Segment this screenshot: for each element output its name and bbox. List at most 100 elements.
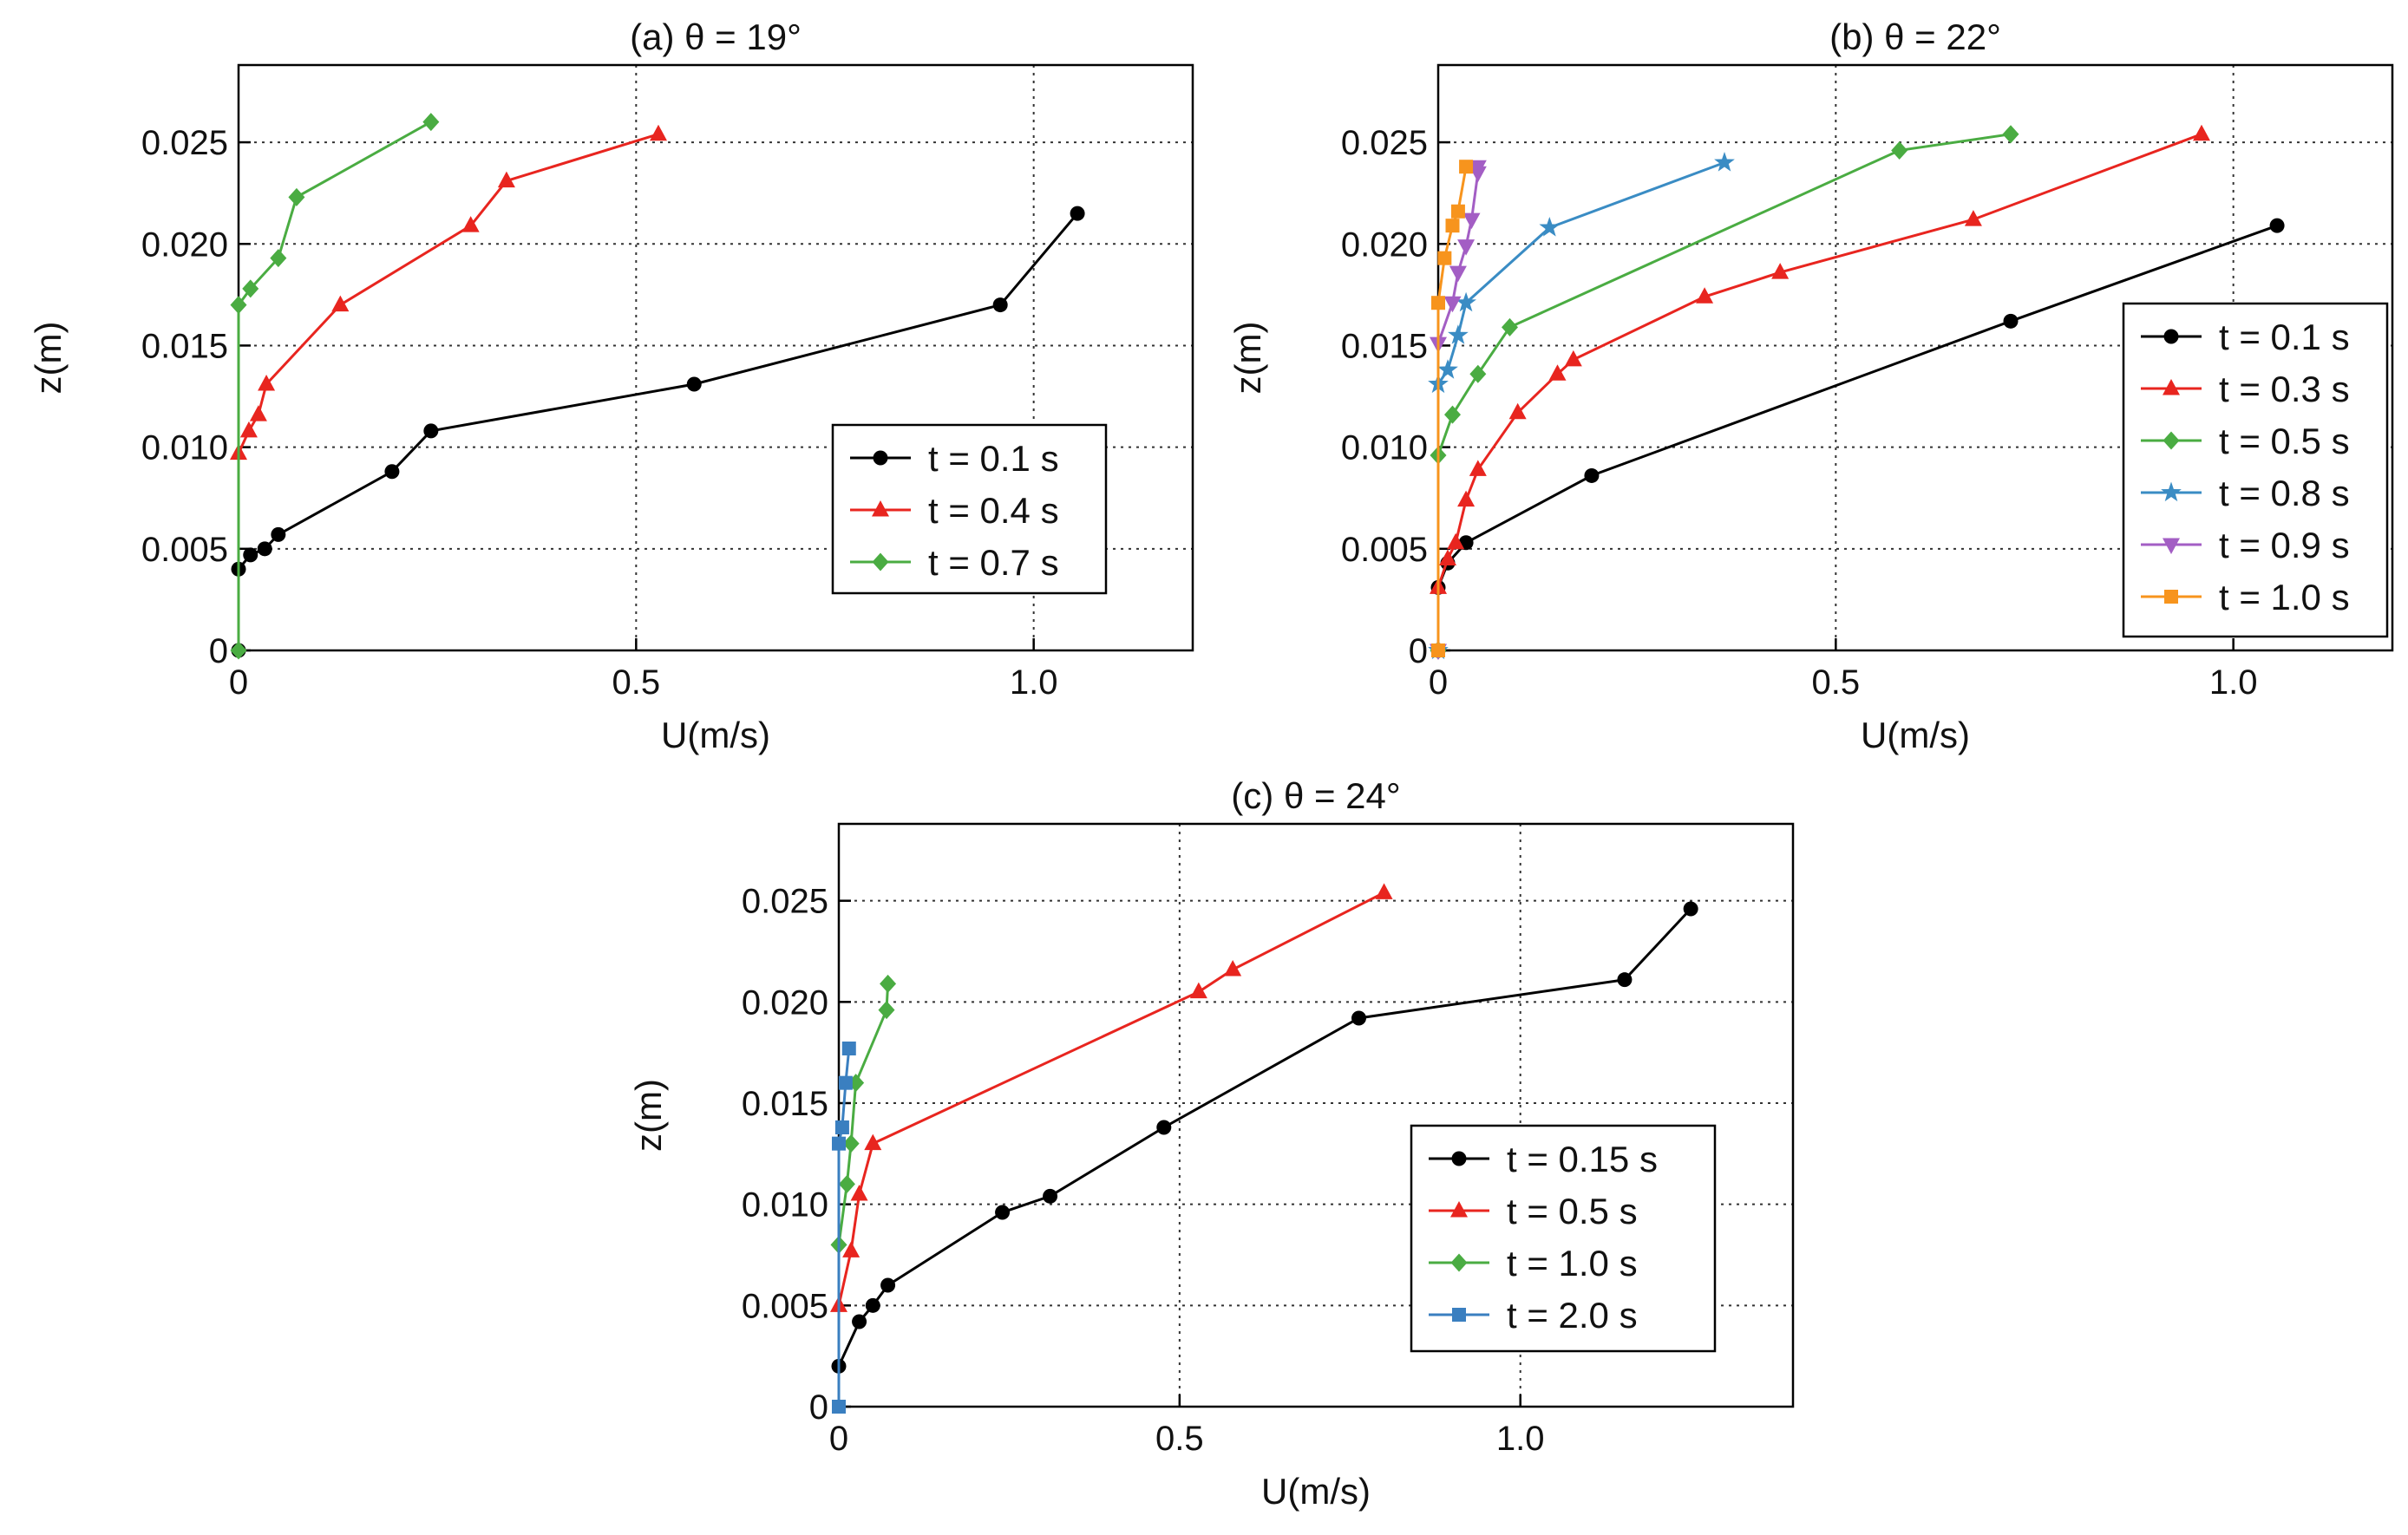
legend-entry-1: t = 0.15 s	[1429, 1139, 1658, 1179]
series-3	[830, 974, 897, 1254]
y-tick-label: 0.015	[742, 1085, 828, 1123]
data-point	[1584, 467, 1600, 483]
data-point	[1375, 883, 1393, 899]
series-1	[831, 901, 1698, 1374]
legend-label: t = 1.0 s	[2219, 577, 2350, 617]
data-point	[2002, 125, 2019, 144]
y-tick-label: 0	[1409, 632, 1428, 670]
data-point	[1696, 287, 1714, 304]
legend-label: t = 0.1 s	[2219, 317, 2350, 357]
data-point	[1539, 217, 1561, 237]
data-point	[1439, 549, 1456, 566]
legend-label: t = 0.5 s	[1507, 1191, 1638, 1231]
legend-entry-6: t = 1.0 s	[2141, 577, 2350, 617]
data-point	[497, 171, 515, 188]
data-point	[841, 1042, 856, 1055]
legend-label: t = 0.15 s	[1507, 1139, 1658, 1179]
x-tick-label: 0.5	[1155, 1420, 1204, 1458]
data-point	[1070, 206, 1085, 221]
data-point	[1043, 1188, 1058, 1204]
data-point	[2269, 218, 2285, 233]
data-point	[1469, 460, 1487, 476]
data-point	[995, 1205, 1011, 1220]
legend-entry-5: t = 0.9 s	[2141, 525, 2350, 565]
data-point	[838, 1174, 855, 1193]
y-tick-label: 0.020	[742, 983, 828, 1022]
chart-title: (c) θ = 24°	[1231, 775, 1400, 816]
series-line	[837, 907, 1692, 1367]
data-point	[1469, 364, 1487, 383]
legend-entry-2: t = 0.5 s	[1429, 1191, 1638, 1231]
series-line	[237, 133, 659, 454]
series-6	[1431, 160, 1474, 657]
data-point	[832, 1400, 846, 1414]
series-line	[1436, 133, 2202, 588]
series-line	[237, 121, 432, 650]
legend: t = 0.1 s t = 0.3 s t = 0.5 s t = 0.8 s t = …	[2122, 302, 2389, 638]
legend-entry-4: t = 2.0 s	[1429, 1295, 1638, 1336]
series-2	[1430, 124, 2210, 594]
y-tick-label: 0.010	[141, 429, 228, 467]
y-tick-label: 0.010	[742, 1186, 828, 1225]
legend-label: t = 0.1 s	[928, 438, 1059, 479]
x-tick-label: 0	[829, 1420, 848, 1458]
data-point	[1449, 265, 1467, 283]
data-point	[992, 297, 1008, 313]
data-point	[1457, 239, 1476, 256]
data-point	[258, 374, 276, 391]
data-point	[1617, 972, 1633, 988]
x-axis-label: U(m/s)	[661, 715, 770, 755]
y-tick-label: 0.020	[1341, 225, 1428, 264]
y-tick-label: 0	[209, 632, 228, 670]
data-point	[242, 279, 259, 298]
plot-frame	[837, 822, 1795, 1408]
data-point	[1447, 532, 1465, 550]
x-tick-label: 1.0	[1496, 1420, 1545, 1458]
x-tick-label: 0	[1429, 663, 1448, 702]
data-point	[838, 1075, 853, 1090]
data-point	[1502, 317, 1518, 336]
series-2	[230, 124, 667, 460]
x-tick-label: 0.5	[1812, 663, 1861, 702]
data-point	[1456, 291, 1476, 312]
data-point	[422, 113, 440, 132]
data-point	[1508, 402, 1527, 420]
data-point	[650, 124, 667, 141]
data-point	[1224, 960, 1242, 977]
data-point	[288, 187, 305, 206]
legend-entry-2: t = 0.4 s	[850, 490, 1059, 531]
x-tick-label: 1.0	[1010, 663, 1058, 702]
chart-panel-3: 0 0.5 1.0 0 0.005 0.010 0.015 0.020 0.025 (c) θ =…	[628, 775, 1795, 1512]
data-point	[230, 296, 247, 315]
data-point	[243, 547, 258, 563]
data-point	[461, 216, 480, 232]
data-point	[270, 249, 287, 268]
series-line	[1436, 161, 1725, 650]
y-tick-label: 0.015	[141, 327, 228, 365]
data-point	[832, 1136, 846, 1151]
data-point	[1457, 490, 1476, 507]
data-point	[1462, 212, 1481, 230]
legend-marker	[1451, 1151, 1467, 1166]
data-point	[1351, 1010, 1366, 1026]
series-3	[230, 113, 440, 660]
series-line	[1436, 167, 1480, 650]
y-tick-label: 0.015	[1341, 327, 1428, 365]
legend-marker	[873, 450, 888, 466]
legend-label: t = 0.3 s	[2219, 369, 2350, 409]
legend-marker	[2163, 431, 2180, 450]
data-point	[1964, 210, 1982, 226]
y-tick-label: 0.010	[1341, 429, 1428, 467]
data-point	[842, 1241, 860, 1257]
data-point	[1564, 349, 1582, 367]
legend-label: t = 0.7 s	[928, 542, 1059, 583]
legend-marker	[872, 500, 889, 517]
data-point	[834, 1120, 849, 1134]
data-point	[880, 974, 897, 993]
series-line	[837, 983, 890, 1245]
legend-label: t = 0.8 s	[2219, 473, 2350, 513]
legend-entry-2: t = 0.3 s	[2141, 369, 2350, 409]
series-2	[830, 883, 1393, 1312]
data-point	[686, 376, 702, 392]
legend-marker	[1452, 1308, 1466, 1322]
